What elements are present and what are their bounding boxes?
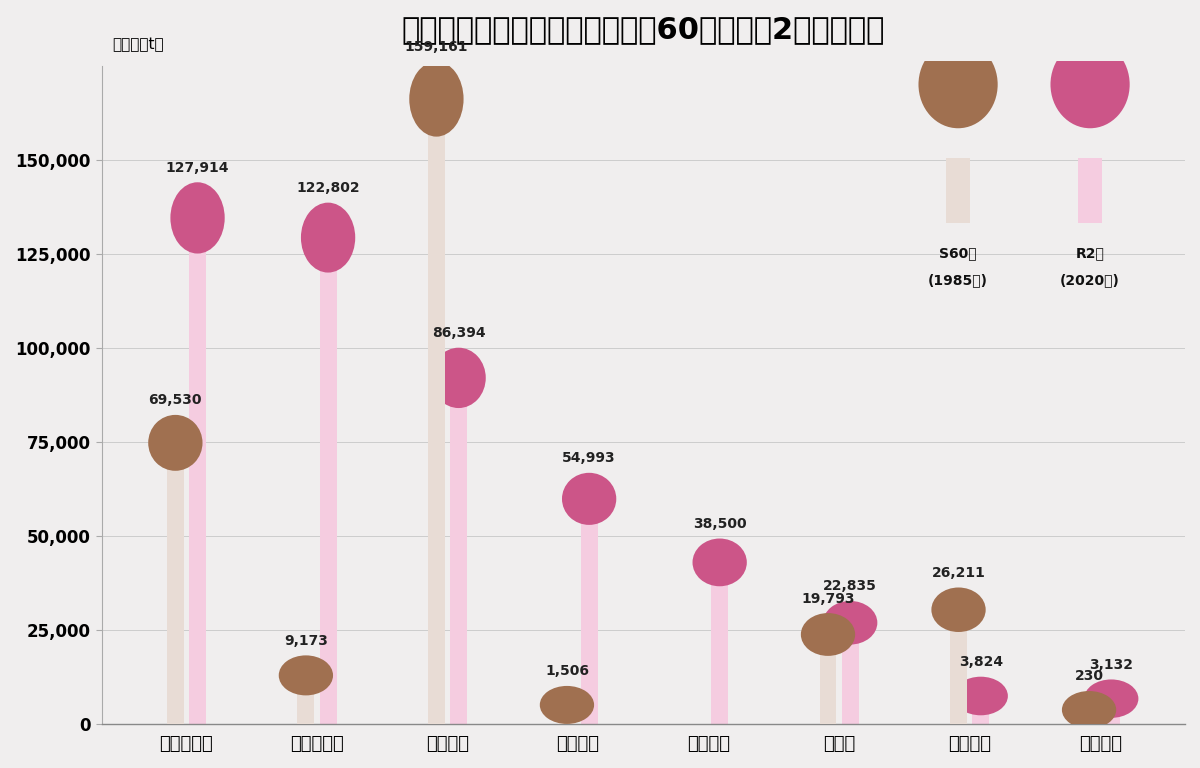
Bar: [947, 158, 970, 223]
Text: 230: 230: [1074, 670, 1104, 684]
Text: 86,394: 86,394: [432, 326, 486, 340]
Bar: [1103, 712, 1120, 724]
Bar: [1079, 158, 1102, 223]
Ellipse shape: [954, 677, 1008, 715]
Ellipse shape: [432, 348, 486, 408]
Text: 3,824: 3,824: [959, 655, 1003, 669]
Text: 3,132: 3,132: [1090, 658, 1133, 672]
Bar: [558, 718, 576, 724]
Text: 38,500: 38,500: [692, 517, 746, 531]
Text: 1,506: 1,506: [545, 664, 589, 678]
Text: 19,793: 19,793: [802, 591, 854, 605]
Text: 26,211: 26,211: [931, 566, 985, 580]
Bar: [190, 243, 206, 724]
Ellipse shape: [1050, 41, 1129, 128]
Ellipse shape: [823, 601, 877, 644]
Text: 9,173: 9,173: [284, 634, 328, 648]
Bar: [841, 638, 859, 724]
Bar: [319, 262, 336, 724]
Ellipse shape: [918, 41, 997, 128]
Text: 22,835: 22,835: [823, 579, 877, 594]
Bar: [820, 650, 836, 724]
Text: R2年: R2年: [1075, 246, 1104, 260]
Text: 54,993: 54,993: [563, 452, 616, 465]
Text: （単位：t）: （単位：t）: [113, 38, 164, 53]
Ellipse shape: [149, 415, 203, 471]
Text: (2020年): (2020年): [1060, 273, 1120, 287]
Bar: [298, 690, 314, 724]
Bar: [581, 517, 598, 724]
Ellipse shape: [278, 655, 334, 695]
Bar: [712, 579, 728, 724]
Bar: [972, 710, 989, 724]
Text: 127,914: 127,914: [166, 161, 229, 175]
Bar: [950, 625, 967, 724]
Ellipse shape: [301, 203, 355, 273]
Ellipse shape: [409, 61, 463, 137]
Ellipse shape: [1084, 680, 1139, 718]
Bar: [1080, 723, 1098, 724]
Ellipse shape: [170, 182, 224, 253]
Bar: [450, 399, 467, 724]
Bar: [428, 125, 445, 724]
Ellipse shape: [931, 588, 985, 632]
Text: 122,802: 122,802: [296, 181, 360, 195]
Text: (1985年): (1985年): [928, 273, 988, 287]
Title: きのこ種類別国内生産量（昭和60年と令和2年の比較）: きのこ種類別国内生産量（昭和60年と令和2年の比較）: [402, 15, 884, 44]
Text: 159,161: 159,161: [404, 40, 468, 54]
Ellipse shape: [692, 538, 746, 586]
Ellipse shape: [800, 613, 856, 656]
Ellipse shape: [540, 686, 594, 724]
Bar: [167, 462, 184, 724]
Ellipse shape: [1062, 691, 1116, 729]
Text: S60年: S60年: [940, 246, 977, 260]
Ellipse shape: [562, 473, 617, 525]
Text: 69,530: 69,530: [149, 393, 202, 407]
